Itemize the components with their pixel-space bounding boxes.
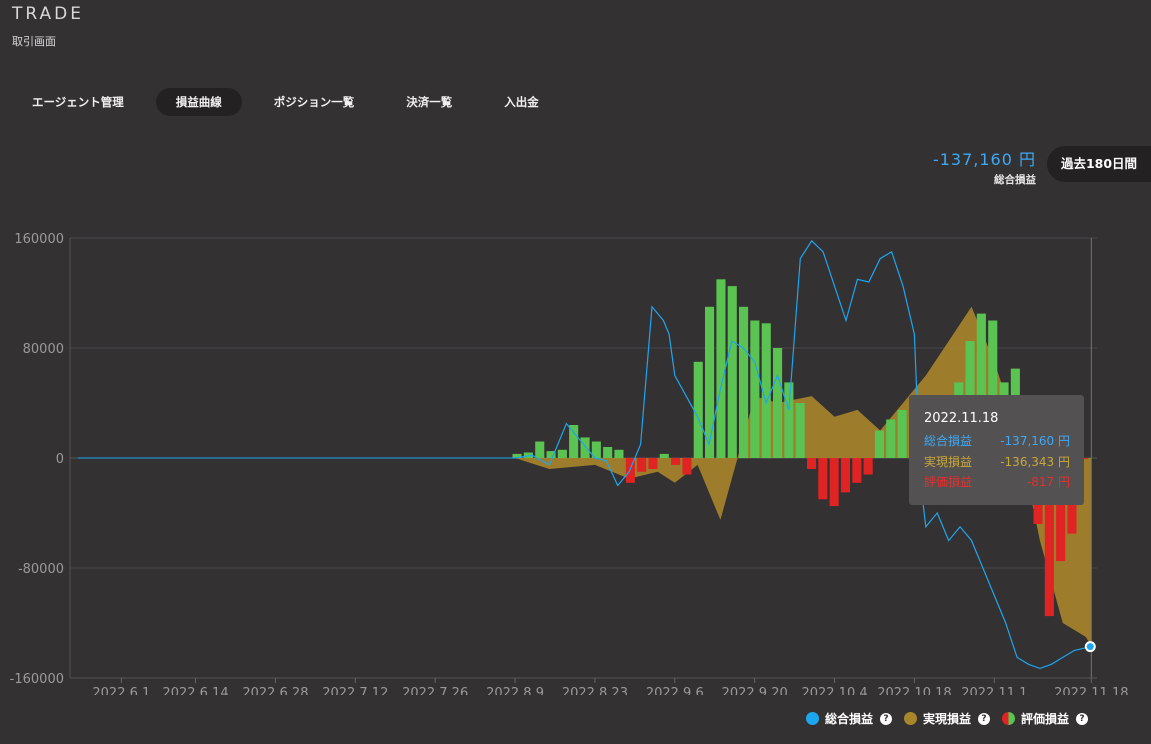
- chart-axes: 160000 80000 0 -80000 -160000 2022.6.1 2022.6.…: [10, 232, 1129, 695]
- tooltip-value: -136,343 円: [1000, 455, 1070, 469]
- total-pnl-summary: -137,160 円 総合損益: [933, 146, 1036, 187]
- unrealized-bar: [739, 306, 749, 459]
- unrealized-bar: [840, 458, 850, 493]
- unrealized-bar: [557, 449, 567, 459]
- unrealized-bar: [569, 425, 579, 458]
- unrealized-bar: [705, 306, 715, 459]
- unrealized-bar: [682, 458, 692, 475]
- legend-label: 総合損益: [824, 712, 873, 726]
- tab-deposit-withdraw[interactable]: 入出金: [504, 95, 539, 109]
- unrealized-bar: [886, 419, 896, 458]
- x-tick-label: 2022.11.1: [961, 686, 1027, 695]
- legend-item-total[interactable]: 総合損益 ?: [805, 710, 892, 727]
- tab-pnl-curve[interactable]: 損益曲線: [155, 88, 242, 116]
- unrealized-bar: [603, 447, 613, 458]
- y-tick-label: 160000: [14, 232, 64, 247]
- period-select-button[interactable]: 過去180日間: [1047, 146, 1151, 182]
- unrealized-bar: [625, 458, 635, 483]
- unrealized-bar: [535, 441, 545, 458]
- hover-point: [1084, 641, 1096, 653]
- unrealized-bar: [988, 320, 998, 458]
- realized-area-shape: [515, 306, 1092, 646]
- unrealized-bar: [580, 437, 590, 458]
- legend-label: 評価損益: [1020, 712, 1069, 726]
- legend-item-unrealized[interactable]: 評価損益 ?: [1001, 710, 1088, 727]
- legend-label: 実現損益: [922, 712, 971, 726]
- unrealized-bar: [1056, 458, 1066, 562]
- unrealized-bar: [874, 430, 884, 458]
- chart-tooltip: 2022.11.18 総合損益 -137,160 円 実現損益 -136,343…: [909, 395, 1084, 505]
- unrealized-bar: [523, 452, 533, 458]
- x-tick-label: 2022.10.4: [801, 686, 867, 695]
- help-icon[interactable]: ?: [1076, 712, 1088, 725]
- unrealized-bar: [727, 286, 737, 458]
- chart-legend: 総合損益 ? 実現損益 ? 評価損益 ?: [794, 710, 1088, 727]
- unrealized-bar: [852, 458, 862, 483]
- help-icon[interactable]: ?: [879, 712, 892, 725]
- unrealized-bar: [546, 451, 556, 458]
- x-tick-label: 2022.8.9: [486, 686, 544, 695]
- unrealized-bar: [693, 361, 703, 459]
- brand-logo: TRADE: [12, 4, 84, 24]
- y-tick-label: -160000: [10, 672, 64, 687]
- total-line: [514, 238, 1096, 678]
- y-tick-label: 0: [56, 452, 64, 467]
- total-line-path: [514, 239, 1092, 670]
- tooltip-value: -137,160 円: [1000, 434, 1070, 448]
- unrealized-bar: [637, 458, 647, 472]
- x-tick-label: 2022.9.6: [646, 686, 704, 695]
- total-pnl-value: -137,160 円: [932, 150, 1036, 169]
- x-tick-label: 2022.6.1: [92, 686, 150, 695]
- tooltip-row-realized: 実現損益 -136,343 円: [924, 453, 1070, 470]
- tab-agent-management[interactable]: エージェント管理: [32, 95, 124, 109]
- x-tick-label: 2022.10.18: [877, 686, 951, 695]
- x-tick-label: 2022.7.12: [322, 686, 388, 695]
- tab-positions[interactable]: ポジション一覧: [273, 95, 355, 109]
- unrealized-bar: [671, 458, 681, 465]
- tab-bar: エージェント管理 損益曲線 ポジション一覧 決済一覧 入出金: [12, 88, 571, 116]
- unrealized-bar: [976, 313, 986, 458]
- unrealized-bar: [863, 458, 873, 475]
- tooltip-row-total: 総合損益 -137,160 円: [924, 432, 1070, 449]
- tooltip-value: -817 円: [1026, 475, 1070, 489]
- tooltip-date: 2022.11.18: [924, 411, 999, 426]
- unrealized-bar: [648, 458, 658, 469]
- unrealized-bar: [784, 382, 794, 458]
- legend-dot-icon: [903, 712, 917, 725]
- tooltip-label: 評価損益: [924, 475, 973, 489]
- unrealized-bar: [807, 458, 817, 469]
- legend-dot-icon: [1001, 712, 1015, 725]
- legend-dot-icon: [805, 712, 819, 725]
- tooltip-row-unrealized: 評価損益 -817 円: [924, 473, 1070, 490]
- unrealized-bar: [716, 279, 726, 459]
- tab-settlements[interactable]: 決済一覧: [406, 95, 453, 109]
- unrealized-bar: [761, 323, 771, 459]
- unrealized-bar: [829, 458, 839, 507]
- y-tick-label: 80000: [23, 342, 64, 357]
- help-icon[interactable]: ?: [977, 712, 990, 725]
- x-tick-label: 2022.6.28: [242, 686, 308, 695]
- unrealized-bar: [591, 441, 601, 458]
- unrealized-bar: [659, 453, 669, 458]
- unrealized-bar: [1044, 458, 1054, 617]
- x-tick-label: 2022.8.23: [562, 686, 628, 695]
- page-subtitle: 取引画面: [12, 35, 56, 48]
- x-tick-label: 2022.11.18: [1054, 686, 1128, 695]
- unrealized-bar: [750, 320, 760, 458]
- unrealized-bar: [773, 348, 783, 458]
- unrealized-bar: [818, 458, 828, 500]
- legend-item-realized[interactable]: 実現損益 ?: [903, 710, 990, 727]
- unrealized-bar: [897, 409, 907, 458]
- unrealized-bar: [614, 449, 624, 459]
- x-tick-label: 2022.6.14: [162, 686, 228, 695]
- x-tick-label: 2022.9.20: [722, 686, 788, 695]
- y-tick-label: -80000: [18, 562, 64, 577]
- realized-area: [515, 306, 1092, 646]
- unrealized-bar: [512, 453, 522, 458]
- tooltip-label: 総合損益: [924, 434, 973, 448]
- total-pnl-label: 総合損益: [994, 174, 1036, 186]
- unrealized-bar: [795, 403, 805, 458]
- x-tick-label: 2022.7.26: [402, 686, 468, 695]
- tooltip-label: 実現損益: [924, 455, 973, 469]
